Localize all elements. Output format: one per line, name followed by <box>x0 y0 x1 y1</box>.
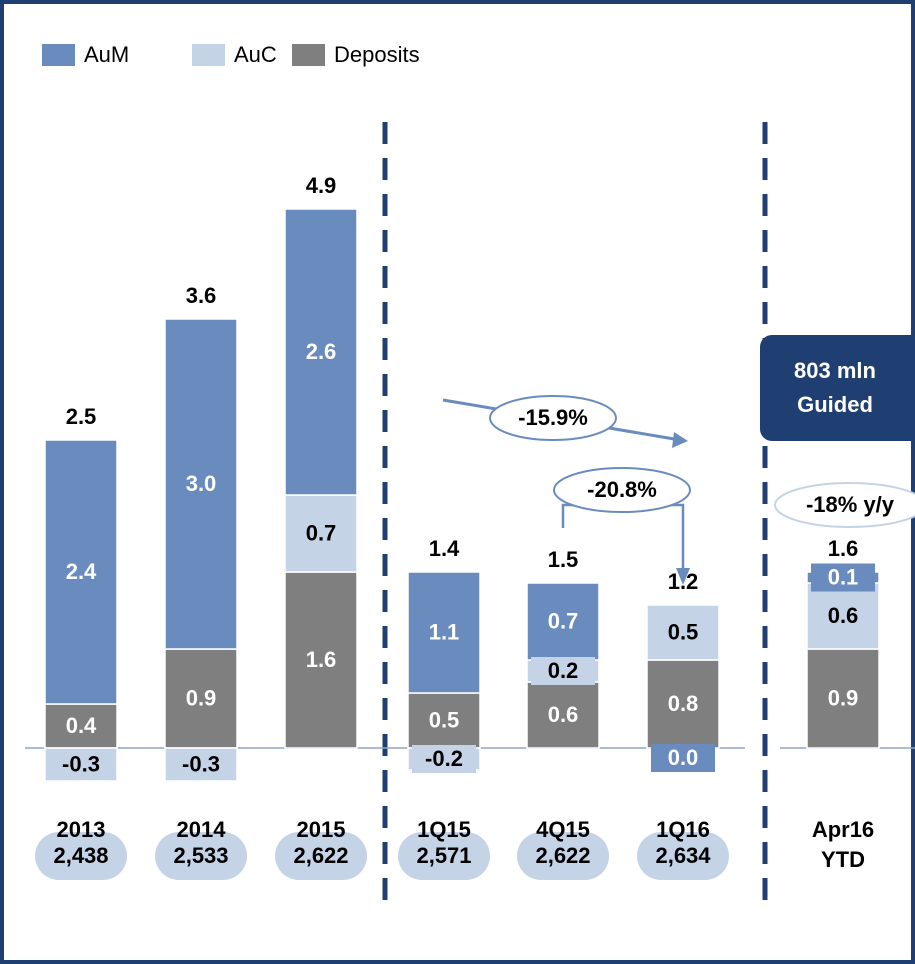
value-label: 0.7 <box>306 520 337 545</box>
bar-segment <box>806 648 880 749</box>
total-label: 2.5 <box>66 404 97 429</box>
bar-segment <box>806 582 880 650</box>
label-box <box>412 745 476 773</box>
x-tick-label: 2014 <box>176 817 226 842</box>
x-tick-label: 2015 <box>296 817 346 842</box>
bar-segment <box>646 604 720 661</box>
count-oval <box>637 832 729 880</box>
bar-segment <box>284 208 358 496</box>
label-box <box>531 657 595 685</box>
value-label: 0.2 <box>548 658 579 683</box>
value-label: 0.8 <box>668 691 699 716</box>
value-label: 2.6 <box>306 339 337 364</box>
total-label: 4.9 <box>306 173 337 198</box>
legend-label: AuC <box>234 42 277 67</box>
value-label: 2.4 <box>66 559 97 584</box>
annotation-oval <box>774 482 915 528</box>
bar-segment <box>526 681 600 749</box>
guidance-box: 803 mln Guided <box>760 335 915 441</box>
value-label: 1.1 <box>429 619 460 644</box>
arrow <box>561 503 685 570</box>
annotation-oval <box>553 467 691 513</box>
count-label: 2,634 <box>655 843 711 868</box>
legend-swatch <box>192 44 225 66</box>
annotation: -20.8% <box>587 477 657 502</box>
value-label: 0.9 <box>186 685 217 710</box>
count-label: 2,622 <box>293 843 348 868</box>
count-oval <box>517 832 609 880</box>
x-tick-label: 1Q15 <box>417 817 471 842</box>
value-label: 3.0 <box>186 471 217 496</box>
bar-segment <box>44 439 118 705</box>
count-oval <box>398 832 490 880</box>
annotation: -18% y/y <box>806 492 895 517</box>
x-tick-label: 4Q15 <box>536 817 590 842</box>
arrow-head <box>676 568 690 585</box>
total-label: 1.4 <box>429 536 460 561</box>
bar-segment <box>284 571 358 749</box>
legend-swatch <box>42 44 75 66</box>
bar-segment <box>164 318 238 650</box>
bar-segment <box>284 494 358 573</box>
bar-segment <box>407 571 481 694</box>
annotation: -15.9% <box>518 405 588 430</box>
value-label: 0.4 <box>66 713 97 738</box>
value-label: -0.2 <box>425 746 463 771</box>
annotation-oval <box>489 395 617 441</box>
value-label: 0.0 <box>668 745 699 770</box>
total-label: 1.5 <box>548 547 579 572</box>
bar-segment <box>526 582 600 661</box>
label-box <box>651 744 715 772</box>
count-label: 2,571 <box>416 843 471 868</box>
value-label: 0.1 <box>828 564 859 589</box>
value-label: 0.9 <box>828 685 859 710</box>
value-label: 0.5 <box>429 707 460 732</box>
label-box <box>169 750 233 779</box>
arrow-head <box>672 432 688 448</box>
count-oval <box>275 832 367 880</box>
x-tick-label: Apr16 YTD <box>811 817 875 872</box>
count-oval <box>35 832 127 880</box>
value-label: 0.6 <box>548 702 579 727</box>
total-label: 1.6 <box>828 536 859 561</box>
x-tick-label: 2013 <box>56 817 106 842</box>
count-label: 2,438 <box>53 843 108 868</box>
value-label: 0.5 <box>668 619 699 644</box>
total-label: 3.6 <box>186 283 217 308</box>
count-label: 2,622 <box>535 843 590 868</box>
bar-segment <box>646 659 720 749</box>
value-label: -0.3 <box>62 751 100 776</box>
legend-swatch <box>292 44 325 66</box>
x-tick-label: 1Q16 <box>656 817 710 842</box>
value-label: 0.6 <box>828 603 859 628</box>
value-label: 1.6 <box>306 647 337 672</box>
count-label: 2,533 <box>173 843 228 868</box>
label-box <box>49 750 113 779</box>
value-label: -0.3 <box>182 751 220 776</box>
total-label: 1.2 <box>668 569 699 594</box>
legend-label: Deposits <box>334 42 420 67</box>
count-oval <box>155 832 247 880</box>
value-label: 0.7 <box>548 608 579 633</box>
label-box <box>811 563 875 592</box>
legend-label: AuM <box>84 42 129 67</box>
